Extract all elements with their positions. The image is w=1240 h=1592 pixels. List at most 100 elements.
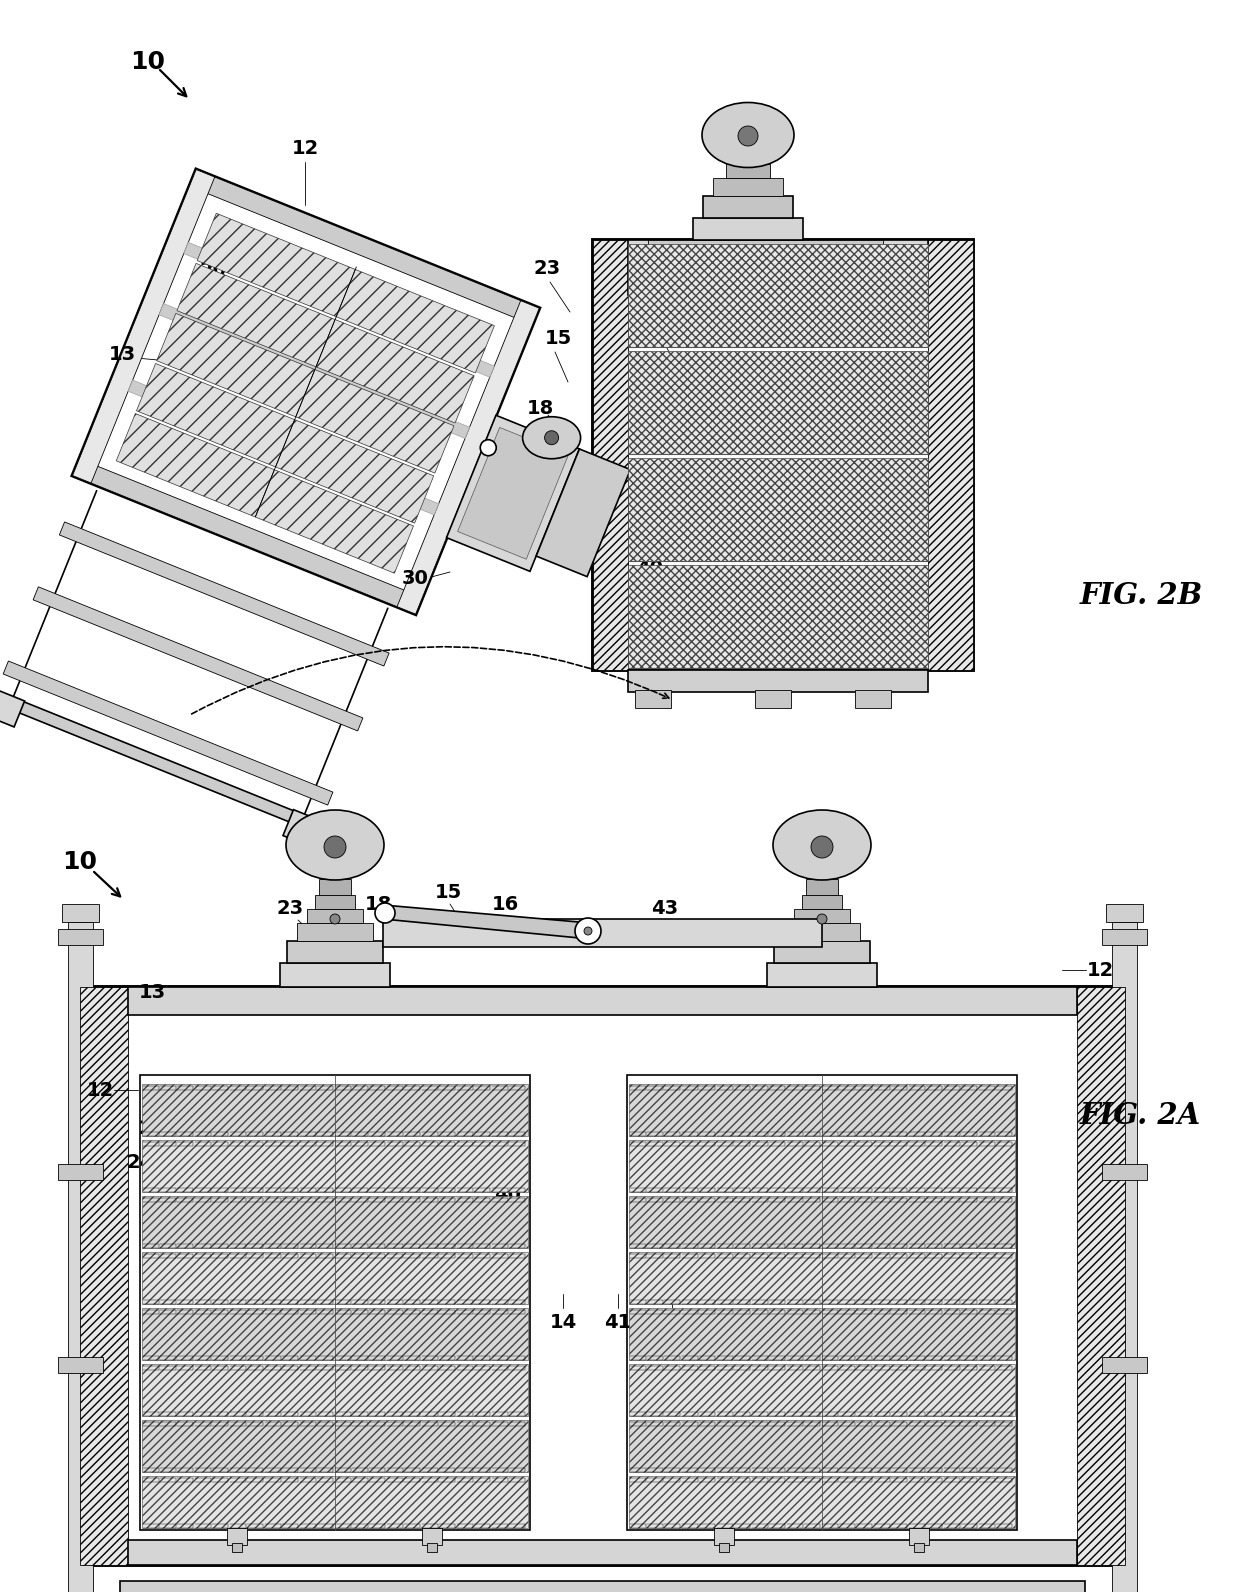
Bar: [143, 1251, 528, 1304]
Bar: [784, 923, 861, 941]
Bar: [58, 1356, 103, 1372]
Circle shape: [575, 919, 601, 944]
Text: 80: 80: [258, 500, 285, 519]
Text: 80: 80: [646, 489, 673, 508]
Text: 41: 41: [604, 1312, 631, 1331]
Ellipse shape: [522, 417, 580, 458]
Polygon shape: [156, 314, 315, 417]
Text: 20: 20: [200, 261, 227, 280]
Bar: [629, 1309, 1016, 1360]
Bar: [909, 1528, 929, 1544]
Polygon shape: [397, 301, 539, 615]
Bar: [629, 1420, 1016, 1473]
Text: 16: 16: [508, 455, 536, 474]
Bar: [128, 987, 1078, 1016]
Polygon shape: [33, 587, 363, 731]
Text: 30: 30: [419, 1154, 445, 1172]
Polygon shape: [60, 522, 389, 665]
Bar: [143, 1364, 528, 1415]
Bar: [62, 904, 99, 922]
Bar: [649, 240, 883, 282]
Bar: [806, 879, 838, 895]
Ellipse shape: [773, 810, 870, 880]
Bar: [1102, 930, 1147, 946]
Bar: [627, 350, 928, 454]
Text: 15: 15: [434, 884, 461, 903]
Circle shape: [330, 914, 340, 923]
Polygon shape: [458, 427, 568, 559]
Polygon shape: [1, 694, 311, 829]
Circle shape: [480, 439, 496, 455]
Circle shape: [584, 927, 591, 935]
Text: 12: 12: [87, 1081, 114, 1100]
Text: 23: 23: [533, 258, 560, 277]
Text: FIG. 2A: FIG. 2A: [1080, 1100, 1202, 1129]
Bar: [315, 895, 355, 909]
Bar: [143, 1140, 528, 1192]
Bar: [725, 164, 770, 178]
Bar: [703, 196, 794, 218]
Text: 18: 18: [365, 895, 392, 914]
Bar: [143, 1476, 528, 1528]
Bar: [593, 240, 627, 670]
Polygon shape: [195, 172, 534, 323]
Bar: [635, 689, 671, 708]
Polygon shape: [4, 661, 332, 806]
Bar: [143, 1196, 528, 1248]
Polygon shape: [128, 380, 439, 514]
Text: 20: 20: [139, 1119, 165, 1138]
Bar: [755, 689, 791, 708]
Polygon shape: [283, 810, 321, 847]
Text: 12: 12: [878, 299, 905, 317]
Bar: [227, 1528, 247, 1544]
Bar: [128, 1539, 1078, 1565]
Bar: [629, 1084, 1016, 1137]
Bar: [383, 919, 822, 947]
Circle shape: [544, 431, 558, 444]
Circle shape: [738, 126, 758, 146]
Polygon shape: [73, 170, 539, 615]
Polygon shape: [255, 267, 356, 517]
Bar: [928, 240, 973, 670]
Polygon shape: [117, 414, 274, 517]
Bar: [914, 1543, 924, 1552]
Bar: [1078, 987, 1125, 1565]
Bar: [143, 1084, 528, 1137]
Text: 24: 24: [126, 1154, 154, 1172]
Bar: [627, 670, 928, 693]
Bar: [629, 1364, 1016, 1415]
Polygon shape: [136, 363, 295, 466]
Text: 80: 80: [419, 1119, 445, 1138]
Polygon shape: [536, 449, 630, 576]
Bar: [629, 1476, 1016, 1528]
Polygon shape: [383, 904, 590, 939]
Bar: [427, 1543, 436, 1552]
Polygon shape: [522, 431, 568, 474]
Bar: [319, 879, 351, 895]
Bar: [422, 1528, 441, 1544]
Bar: [280, 963, 391, 987]
Bar: [232, 1543, 242, 1552]
Bar: [627, 1075, 1017, 1530]
Text: FIG. 2B: FIG. 2B: [1080, 581, 1203, 610]
Text: 30: 30: [402, 568, 429, 587]
Bar: [58, 930, 103, 946]
Text: 43: 43: [651, 898, 678, 917]
Polygon shape: [73, 170, 215, 482]
Circle shape: [324, 836, 346, 858]
Polygon shape: [77, 460, 418, 613]
Text: 16: 16: [491, 895, 518, 914]
Bar: [81, 987, 128, 1565]
Polygon shape: [159, 304, 470, 438]
Text: 10: 10: [130, 49, 165, 73]
Bar: [68, 922, 93, 1592]
Bar: [627, 565, 928, 669]
Text: 40: 40: [636, 559, 663, 578]
Text: 10: 10: [62, 850, 98, 874]
Bar: [627, 240, 928, 295]
Polygon shape: [197, 213, 356, 317]
Bar: [593, 240, 973, 670]
Text: 44: 44: [658, 1312, 686, 1331]
Circle shape: [811, 836, 833, 858]
Bar: [81, 987, 1125, 1565]
